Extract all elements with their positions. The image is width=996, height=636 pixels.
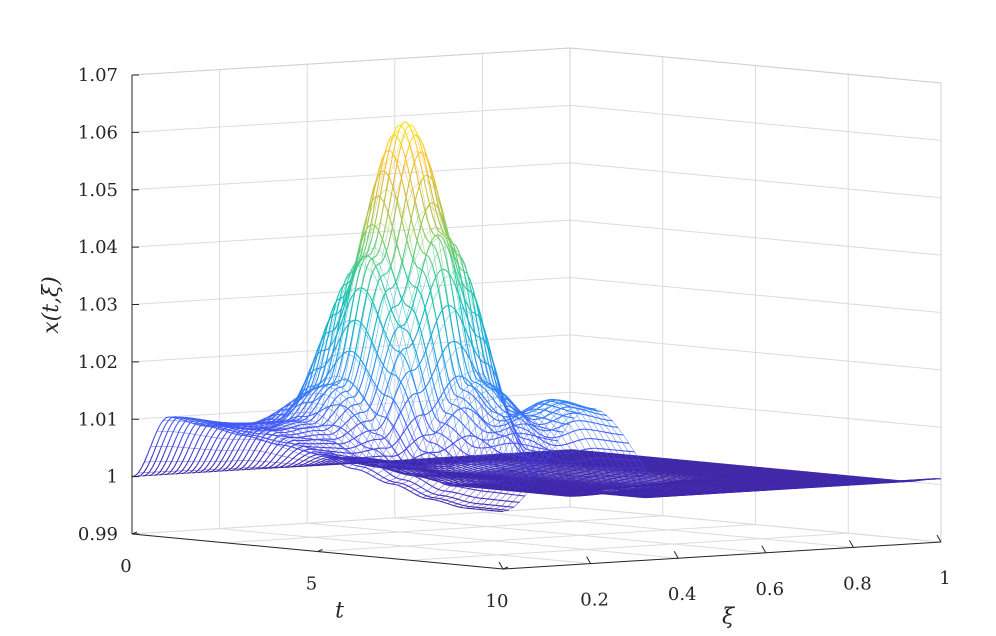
z-gridline-left-wall (131, 104, 571, 133)
box-top-edge-right (569, 47, 942, 84)
surface-mesh (131, 121, 942, 513)
z-gridline-left-wall (131, 162, 571, 191)
t-gridline-floor (410, 532, 849, 561)
t-gridline-floor (224, 515, 663, 544)
box-top-edge-left (131, 47, 571, 76)
xi-gridline-floor (394, 517, 766, 554)
t-gridline-floor (317, 524, 756, 552)
xi-gridline-floor (219, 528, 591, 565)
xi-gridline-floor (569, 506, 942, 543)
grid-lines (131, 47, 942, 570)
xi-gridline-floor (307, 522, 679, 559)
xi-gridline-floor (482, 511, 854, 548)
z-gridline-left-wall (131, 219, 571, 248)
